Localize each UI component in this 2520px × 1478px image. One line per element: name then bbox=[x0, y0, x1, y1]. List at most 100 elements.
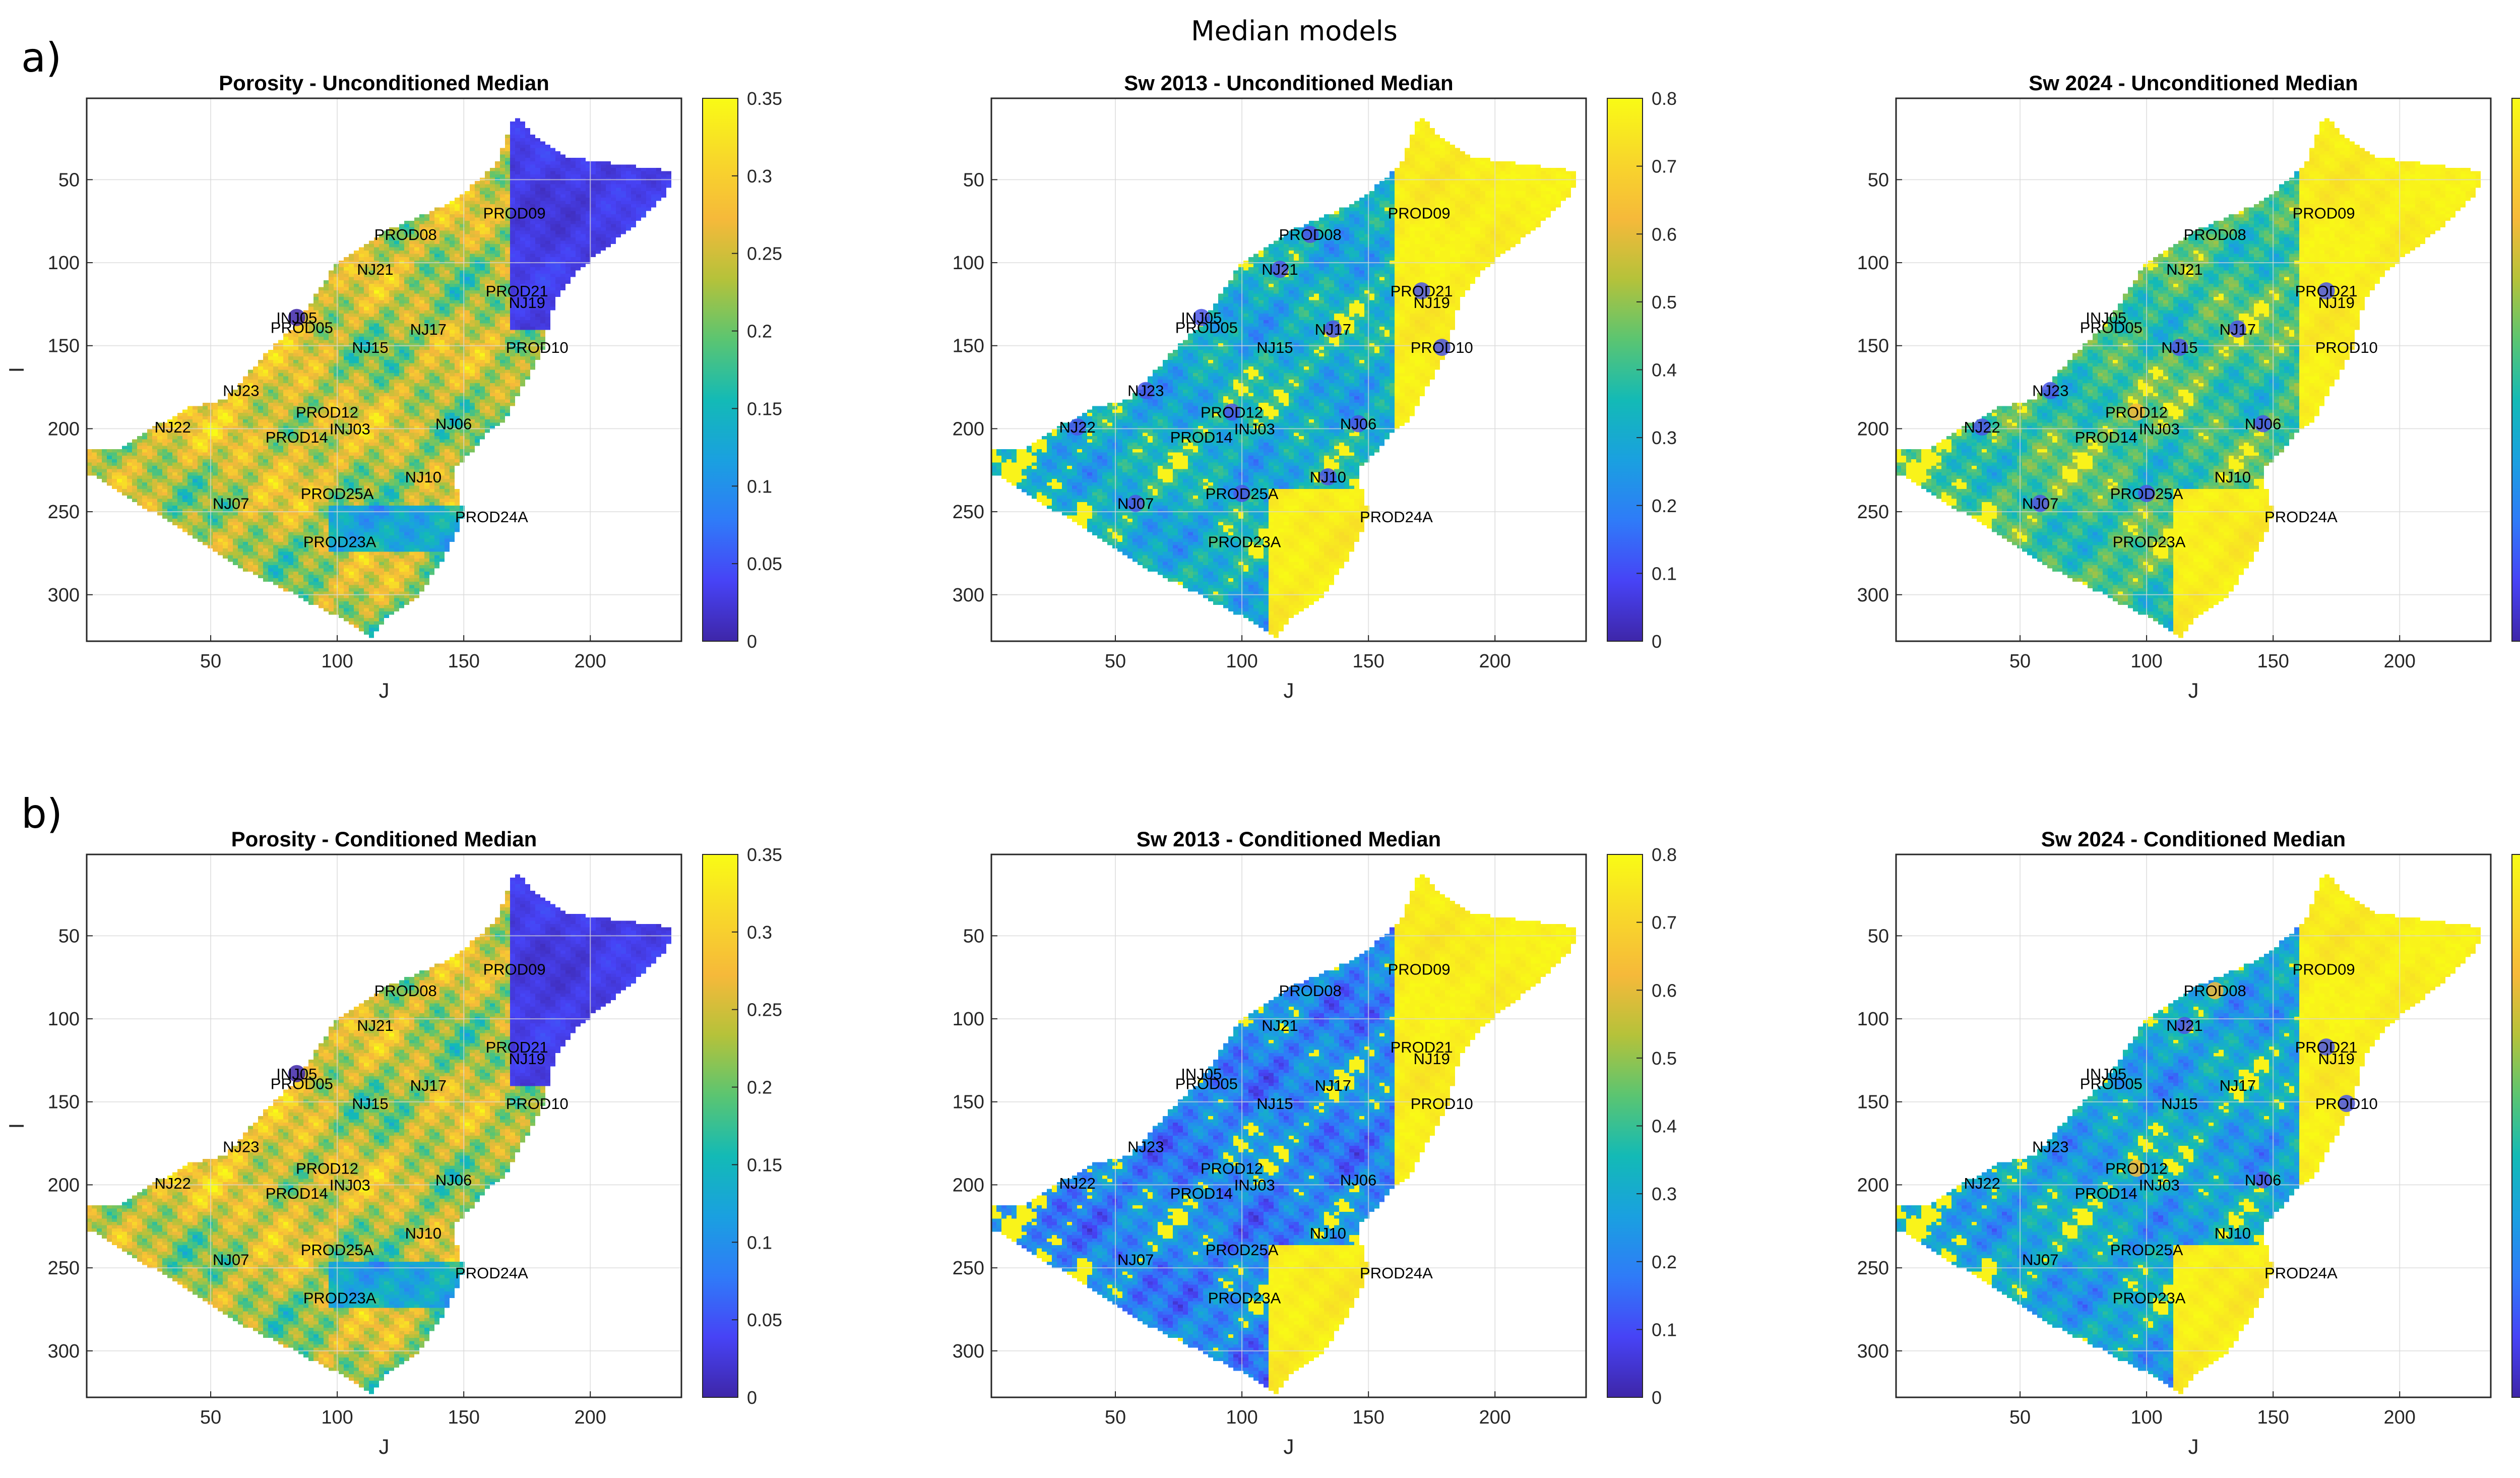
well-label-inj05: INJ05 bbox=[276, 1065, 317, 1083]
well-label-prod09: PROD09 bbox=[1388, 960, 1451, 978]
x-axis-label: J bbox=[2188, 679, 2199, 702]
well-label-prod21: PROD21 bbox=[486, 1038, 548, 1056]
colorbar-frame bbox=[2511, 854, 2520, 1398]
well-marker-prod21 bbox=[2317, 1038, 2335, 1056]
well-label-prod05: PROD05 bbox=[1175, 1075, 1238, 1093]
well-label-nj06: NJ06 bbox=[1340, 1172, 1376, 1189]
x-tick-label: 50 bbox=[1105, 651, 1126, 672]
well-label-nj10: NJ10 bbox=[1310, 468, 1346, 486]
x-axis-label: J bbox=[1284, 679, 1294, 702]
well-marker-nj23 bbox=[1137, 382, 1155, 399]
x-tick-label: 150 bbox=[448, 1407, 479, 1428]
y-tick-label: 200 bbox=[48, 1175, 80, 1196]
panel-4: 50 100 150 200 50 100 150 200 250 300 Porosity - C… bbox=[5, 827, 782, 1458]
well-label-nj07: NJ07 bbox=[1117, 1251, 1154, 1269]
well-label-nj17: NJ17 bbox=[1315, 1077, 1351, 1094]
well-label-nj17: NJ17 bbox=[2220, 1077, 2256, 1094]
well-label-prod25a: PROD25A bbox=[1206, 1241, 1279, 1259]
colorbar-tick-label: 0.8 bbox=[1652, 88, 1677, 109]
well-label-prod05: PROD05 bbox=[2080, 1075, 2143, 1093]
x-axis-label: J bbox=[2188, 1435, 2199, 1458]
colorbar-tick-label: 0.4 bbox=[1652, 360, 1677, 381]
well-label-prod25a: PROD25A bbox=[2110, 485, 2183, 503]
figure-suptitle: Median models bbox=[1191, 15, 1398, 47]
y-tick-label: 50 bbox=[963, 169, 984, 191]
x-tick-label: 200 bbox=[575, 651, 606, 672]
y-tick-label: 300 bbox=[1857, 585, 1889, 606]
well-label-nj10: NJ10 bbox=[1310, 1224, 1346, 1242]
well-label-prod05: PROD05 bbox=[271, 1075, 333, 1093]
colorbar-frame bbox=[702, 98, 738, 642]
well-label-nj23: NJ23 bbox=[223, 1138, 259, 1156]
well-label-nj22: NJ22 bbox=[1059, 418, 1096, 436]
well-label-nj19: NJ19 bbox=[509, 294, 545, 312]
well-marker-prod08 bbox=[2206, 982, 2224, 1000]
well-marker-prod21 bbox=[1413, 282, 1430, 300]
panel-6: 50 100 150 200 50 100 150 200 250 300 Sw 2024 - Co… bbox=[1857, 827, 2520, 1458]
well-label-prod23a: PROD23A bbox=[1208, 1289, 1281, 1307]
well-marker-prod12 bbox=[1223, 403, 1241, 421]
well-label-nj07: NJ07 bbox=[2022, 1251, 2058, 1269]
well-label-prod14: PROD14 bbox=[1170, 428, 1233, 446]
colorbar-tick-label: 0 bbox=[1652, 631, 1662, 652]
well-label-nj19: NJ19 bbox=[1414, 1050, 1450, 1068]
colorbar-tick-label: 0.3 bbox=[747, 166, 772, 187]
well-label-prod09: PROD09 bbox=[483, 960, 546, 978]
colorbar-tick-label: 0.1 bbox=[1652, 563, 1677, 584]
colorbar-tick-label: 0.2 bbox=[1652, 1252, 1677, 1272]
well-label-nj23: NJ23 bbox=[223, 382, 259, 400]
y-tick-label: 150 bbox=[953, 1092, 984, 1113]
well-label-prod12: PROD12 bbox=[1201, 1159, 1263, 1177]
x-tick-label: 100 bbox=[321, 651, 353, 672]
well-label-prod24a: PROD24A bbox=[455, 1264, 528, 1282]
colorbar-tick-label: 0.15 bbox=[747, 398, 782, 419]
y-tick-label: 100 bbox=[48, 1009, 80, 1030]
well-label-prod24a: PROD24A bbox=[1360, 508, 1433, 526]
row-label-b: b) bbox=[21, 790, 62, 837]
x-axis-label: J bbox=[1284, 1435, 1294, 1458]
well-label-prod23a: PROD23A bbox=[1208, 533, 1281, 550]
well-label-nj21: NJ21 bbox=[357, 261, 393, 278]
well-label-prod10: PROD10 bbox=[506, 339, 569, 356]
colorbar-tick-label: 0.7 bbox=[1652, 912, 1677, 933]
well-label-prod08: PROD08 bbox=[2184, 226, 2246, 243]
well-label-nj10: NJ10 bbox=[2215, 1224, 2251, 1242]
y-tick-label: 250 bbox=[953, 1258, 984, 1279]
well-marker-nj06 bbox=[2254, 1171, 2272, 1189]
x-tick-label: 50 bbox=[200, 1407, 221, 1428]
heatmap-image bbox=[87, 854, 681, 1397]
y-tick-label: 50 bbox=[1868, 169, 1889, 191]
well-label-nj15: NJ15 bbox=[2161, 339, 2197, 356]
well-label-prod12: PROD12 bbox=[2105, 403, 2168, 421]
x-tick-label: 100 bbox=[1226, 651, 1257, 672]
x-tick-label: 100 bbox=[2130, 651, 2162, 672]
well-label-prod09: PROD09 bbox=[2293, 204, 2355, 222]
well-label-prod09: PROD09 bbox=[2293, 960, 2355, 978]
well-label-prod21: PROD21 bbox=[1391, 282, 1453, 300]
well-label-inj05: INJ05 bbox=[2086, 309, 2126, 327]
well-marker-nj17 bbox=[1324, 320, 1342, 338]
well-label-prod23a: PROD23A bbox=[2113, 1289, 2186, 1307]
well-label-nj21: NJ21 bbox=[2166, 261, 2202, 278]
well-marker-nj06 bbox=[1350, 415, 1367, 433]
well-marker-inj05 bbox=[1192, 309, 1210, 326]
well-label-nj19: NJ19 bbox=[1414, 294, 1450, 312]
x-tick-label: 100 bbox=[2130, 1407, 2162, 1428]
well-label-nj06: NJ06 bbox=[435, 415, 472, 433]
colorbar-tick-label: 0.15 bbox=[747, 1154, 782, 1175]
well-label-nj22: NJ22 bbox=[1059, 1175, 1096, 1192]
well-label-prod09: PROD09 bbox=[1388, 204, 1451, 222]
y-axis-label: I bbox=[5, 1123, 28, 1129]
x-tick-label: 200 bbox=[2384, 1407, 2416, 1428]
well-label-nj07: NJ07 bbox=[1117, 495, 1154, 513]
well-label-nj21: NJ21 bbox=[1262, 261, 1298, 278]
well-label-prod08: PROD08 bbox=[1279, 226, 1342, 243]
y-tick-label: 200 bbox=[953, 418, 984, 440]
y-tick-label: 50 bbox=[58, 169, 80, 191]
well-label-prod25a: PROD25A bbox=[1206, 485, 1279, 503]
panel-title: Sw 2013 - Unconditioned Median bbox=[1124, 71, 1453, 95]
y-tick-label: 200 bbox=[953, 1175, 984, 1196]
y-tick-label: 300 bbox=[953, 585, 984, 606]
panel-title: Porosity - Unconditioned Median bbox=[219, 71, 549, 95]
well-label-nj17: NJ17 bbox=[410, 1077, 447, 1094]
